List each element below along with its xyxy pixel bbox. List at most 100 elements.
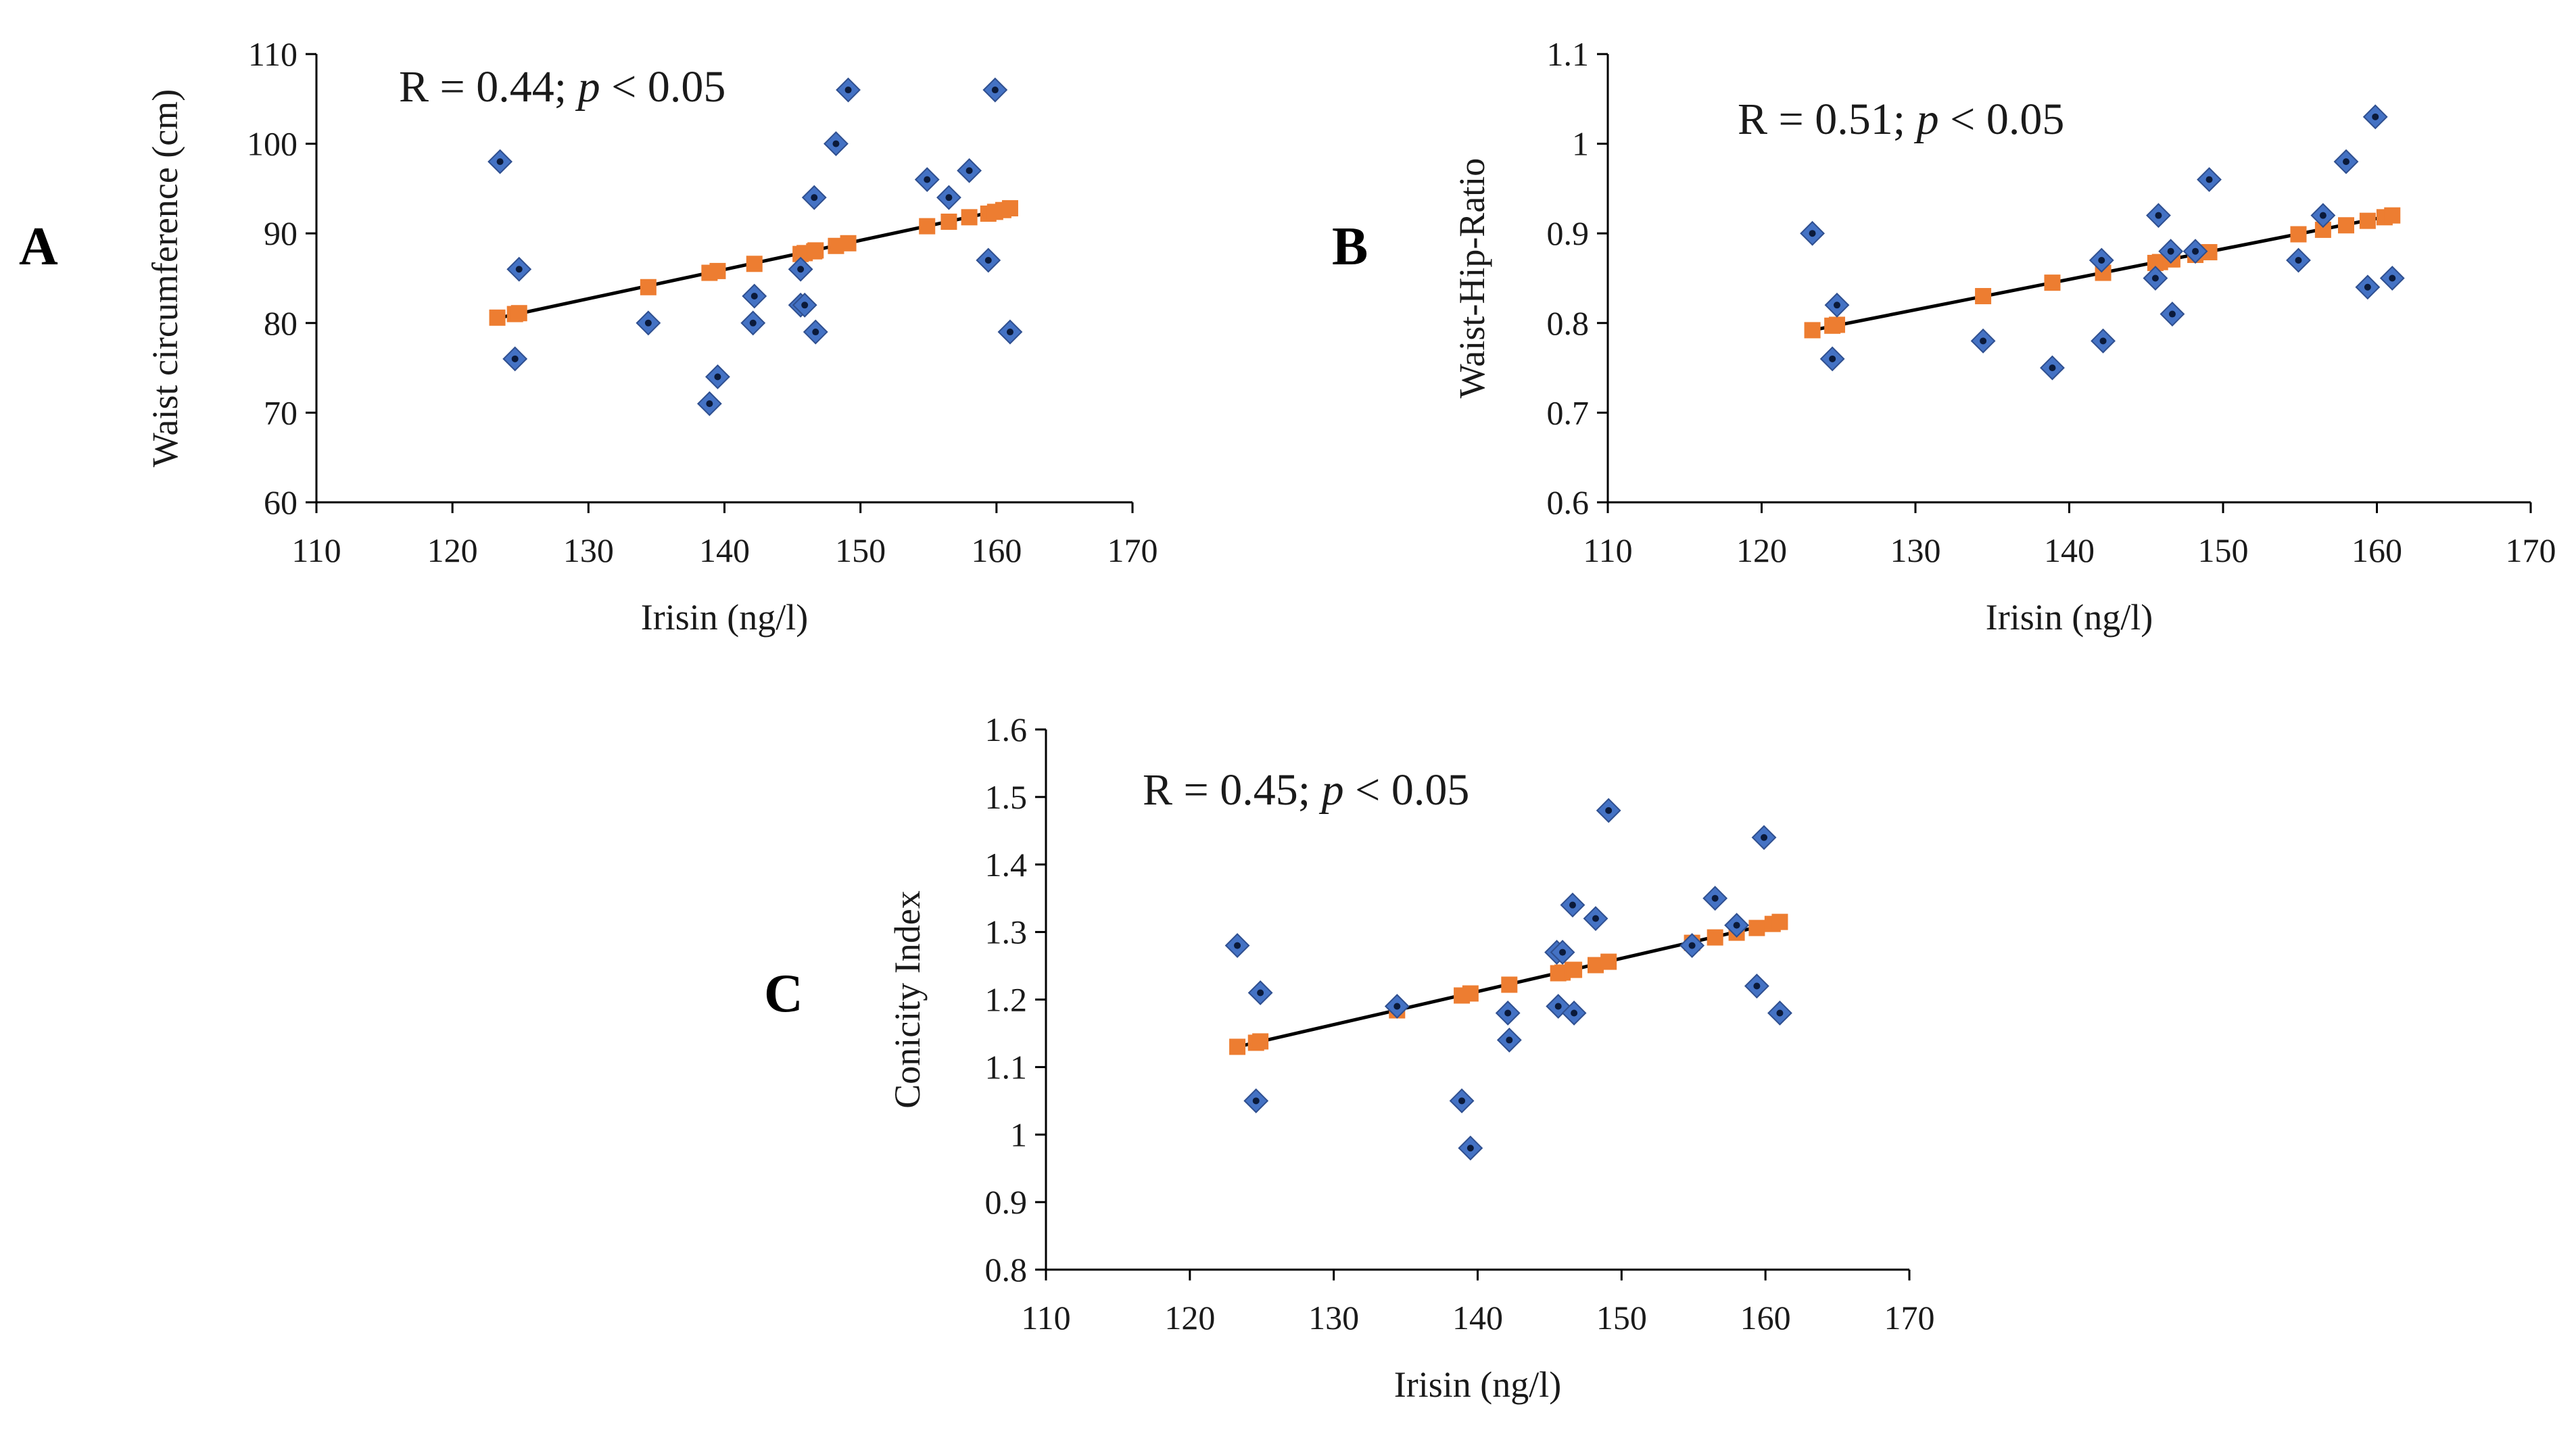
observed-point-center — [2319, 212, 2327, 219]
y-tick-label: 0.7 — [1547, 393, 1590, 431]
predicted-point — [2338, 217, 2354, 234]
observed-point — [740, 310, 766, 336]
y-tick-label: 1.3 — [985, 913, 1028, 951]
observed-point-center — [1554, 1003, 1562, 1010]
observed-point — [2362, 104, 2388, 130]
observed-point-center — [1829, 355, 1836, 362]
chart-panel-a: A 110 120 130 140 150 160 170 60 70 80 90 100 110 Iri… — [0, 0, 1288, 676]
observed-point-center — [2167, 247, 2174, 255]
predicted-point — [1771, 913, 1788, 930]
observed-point-center — [924, 176, 931, 183]
scatter-chart-a: 110 120 130 140 150 160 170 60 70 80 90 100 110 Irisi… — [145, 35, 1158, 638]
y-tick-label: 1.1 — [1547, 35, 1590, 73]
observed-point — [982, 77, 1008, 103]
x-tick-label: 110 — [1021, 1299, 1070, 1337]
y-axis-title: Waist circumference (cm) — [145, 89, 185, 467]
x-tick-label: 170 — [1107, 531, 1158, 569]
observed-point — [788, 256, 813, 282]
observed-point-center — [2295, 256, 2302, 264]
predicted-point — [1566, 961, 1583, 978]
observed-point — [1970, 328, 1996, 354]
x-tick-label: 130 — [1308, 1299, 1359, 1337]
predicted-point — [1828, 316, 1845, 333]
observed-point — [914, 167, 940, 193]
x-tick-label: 160 — [2352, 531, 2402, 569]
y-tick-label: 1.2 — [985, 981, 1028, 1019]
observed-point-center — [2155, 212, 2162, 219]
observed-point — [1560, 892, 1585, 918]
observed-point-center — [2364, 283, 2371, 291]
observed-point-center — [1605, 807, 1613, 814]
correlation-annotation: R = 0.51; p < 0.05 — [1738, 95, 2064, 144]
observed-point — [1679, 933, 1705, 959]
observed-point — [1449, 1088, 1475, 1113]
y-axis-title: Conicity Index — [887, 890, 928, 1108]
observed-point-center — [2151, 274, 2159, 282]
observed-point-center — [1569, 901, 1576, 909]
observed-point-center — [714, 373, 721, 381]
predicted-point — [1462, 985, 1479, 1002]
observed-point — [976, 247, 1001, 273]
observed-point — [1458, 1135, 1483, 1161]
observed-point-center — [2389, 274, 2396, 282]
x-tick-label: 140 — [699, 531, 750, 569]
observed-point-center — [750, 293, 758, 300]
observed-point — [1384, 994, 1410, 1019]
x-tick-label: 170 — [1884, 1299, 1935, 1337]
observed-point-center — [991, 87, 999, 94]
observed-point-center — [1466, 1145, 1474, 1152]
chart-panel-b: B 110 120 130 140 150 160 170 0.6 0.7 0.8 0.9 1 1.1 I… — [1288, 0, 2576, 676]
predicted-point — [1748, 919, 1765, 936]
observed-point — [1724, 913, 1750, 938]
observed-point-center — [1506, 1036, 1513, 1044]
predicted-point — [840, 235, 857, 251]
observed-point-center — [2168, 310, 2176, 318]
observed-point — [2197, 167, 2222, 193]
x-tick-label: 140 — [2044, 531, 2095, 569]
annotation-prefix: R = 0.45; — [1143, 765, 1322, 815]
y-tick-label: 1.1 — [985, 1048, 1028, 1086]
x-tick-label: 120 — [427, 531, 478, 569]
predicted-point — [2384, 207, 2401, 224]
y-tick-label: 0.9 — [1547, 214, 1590, 252]
x-axis-title: Irisin (ng/l) — [1394, 1364, 1561, 1405]
observed-point — [1702, 886, 1728, 911]
predicted-point — [1501, 976, 1518, 993]
observed-point-center — [1753, 982, 1761, 990]
observed-point-center — [706, 400, 713, 408]
predicted-point — [2044, 274, 2061, 291]
annotation-prefix: R = 0.44; — [399, 62, 578, 112]
x-tick-label: 150 — [2198, 531, 2249, 569]
observed-point — [696, 391, 722, 416]
predicted-point — [510, 305, 527, 322]
y-tick-label: 0.8 — [985, 1251, 1028, 1289]
annotation-p: p — [575, 62, 600, 112]
observed-point — [2286, 247, 2311, 273]
predicted-point — [1804, 322, 1821, 339]
observed-point — [1744, 974, 1769, 999]
observed-point-center — [1006, 329, 1013, 336]
observed-point-center — [1761, 834, 1768, 841]
observed-point-center — [2343, 158, 2350, 166]
y-tick-label: 1.5 — [985, 778, 1028, 816]
x-tick-label: 150 — [835, 531, 886, 569]
predicted-point — [961, 209, 978, 226]
observed-point — [487, 149, 512, 174]
observed-point — [705, 364, 730, 389]
y-tick-label: 100 — [247, 125, 297, 163]
observed-point-center — [1688, 942, 1696, 949]
observed-point — [803, 319, 828, 345]
x-tick-label: 140 — [1452, 1299, 1503, 1337]
scatter-chart-b: 110 120 130 140 150 160 170 0.6 0.7 0.8 0.9 1 1.1 Iri… — [1452, 35, 2556, 638]
x-tick-label: 170 — [2506, 531, 2556, 569]
observed-point-center — [811, 194, 818, 201]
observed-point — [1496, 1028, 1522, 1053]
observed-point-center — [1980, 337, 1987, 345]
observed-point-center — [1257, 989, 1264, 997]
y-tick-label: 110 — [248, 35, 297, 73]
annotation-suffix: < 0.05 — [1939, 95, 2065, 144]
chart-panel-c: C 110 120 130 140 150 160 170 0.8 0.9 1 1.1 1.2 1.3 1… — [710, 676, 1995, 1440]
y-tick-label: 0.9 — [985, 1183, 1028, 1221]
observed-point — [2146, 203, 2171, 229]
observed-point — [801, 185, 827, 210]
